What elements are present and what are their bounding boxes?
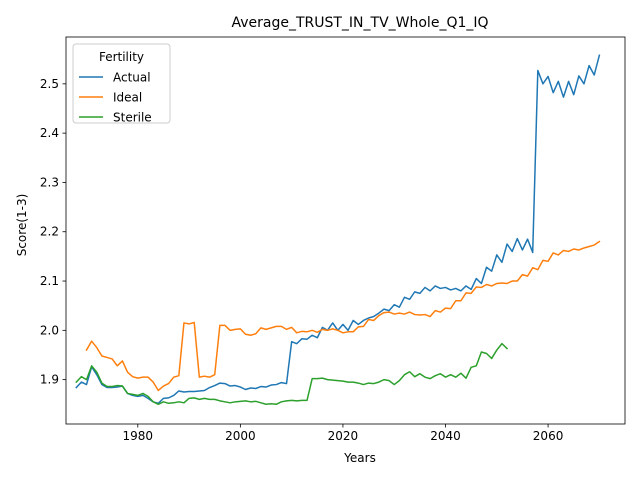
x-tick-label: 2040	[430, 429, 461, 443]
y-tick-label: 2.1	[40, 274, 59, 288]
plot-area: 1980 2000 2020 2040 2060 1.9 2.0 2.1 2.2 2.3 2.4 2.…	[40, 36, 626, 443]
y-axis-label: Score(1-3)	[15, 194, 29, 257]
x-axis-label: Years	[343, 451, 376, 465]
y-tick-label: 2.5	[40, 77, 59, 91]
x-tick-label: 2060	[533, 429, 564, 443]
x-tick-label: 2020	[328, 429, 359, 443]
y-tick-label: 2.4	[40, 126, 59, 140]
series-line-sterile	[75, 342, 509, 406]
legend-box	[72, 43, 171, 124]
legend-label-sterile: Sterile	[113, 111, 152, 125]
legend: Fertility Actual Ideal Sterile	[72, 43, 171, 125]
y-tick-label: 2.0	[40, 323, 59, 337]
legend-label-ideal: Ideal	[113, 91, 142, 105]
series-line-ideal	[85, 240, 601, 392]
y-tick-label: 2.2	[40, 225, 59, 239]
legend-title: Fertility	[99, 50, 144, 64]
y-tick-label: 1.9	[40, 373, 59, 387]
y-tick-label: 2.3	[40, 175, 59, 189]
legend-label-actual: Actual	[113, 71, 151, 85]
chart-title: Average_TRUST_IN_TV_Whole_Q1_IQ	[231, 15, 488, 31]
x-tick-label: 1980	[123, 429, 154, 443]
axes-frame	[65, 36, 626, 425]
x-tick-label: 2000	[225, 429, 256, 443]
